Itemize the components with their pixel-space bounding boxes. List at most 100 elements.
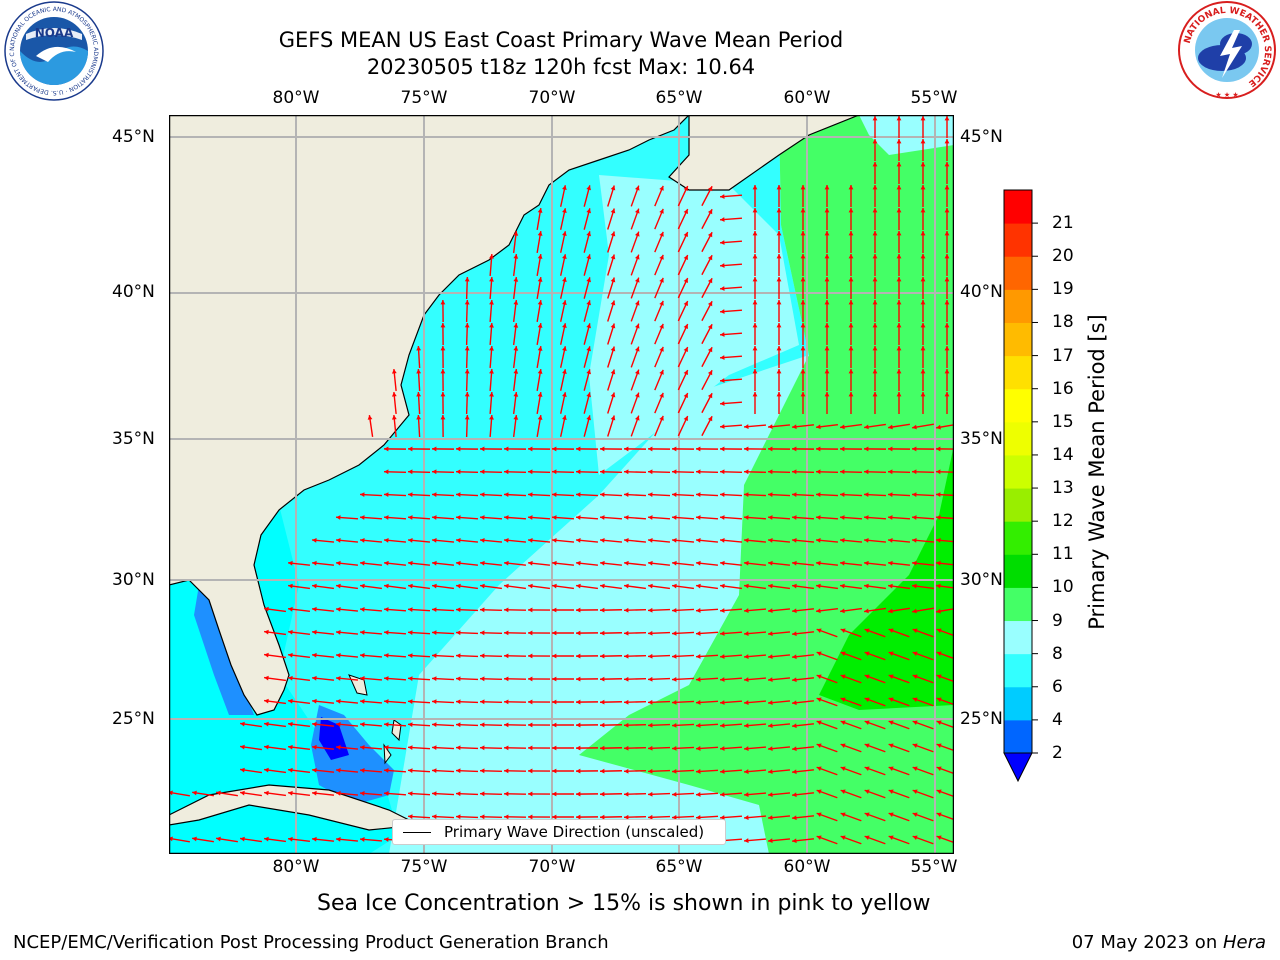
wave-direction-arrowhead	[432, 583, 437, 589]
wave-direction-arrowhead	[768, 469, 773, 475]
wave-direction-arrowhead	[696, 608, 701, 613]
wave-direction-arrowhead	[912, 446, 917, 452]
land-maritimes	[668, 115, 860, 191]
wave-direction-arrows	[169, 116, 954, 845]
wave-direction-arrowhead	[816, 560, 821, 566]
wave-direction-arrowhead	[672, 745, 677, 751]
wave-direction-arrowhead	[720, 769, 725, 774]
wave-direction-arrowhead	[792, 515, 797, 520]
wave-direction-arrowhead	[776, 323, 782, 328]
wave-direction-arrowhead	[648, 814, 653, 820]
wave-direction-arrowhead	[336, 560, 341, 566]
wave-direction-arrowhead	[537, 300, 543, 305]
wave-direction-arrowhead	[888, 835, 894, 840]
wave-direction-arrowhead	[912, 538, 917, 543]
colorbar-tick-label: 18	[1052, 312, 1074, 333]
map-legend: Primary Wave Direction (unscaled)	[392, 819, 726, 845]
wave-direction-arrowhead	[600, 722, 605, 728]
wave-direction-arrowhead	[264, 767, 269, 773]
wave-direction-arrowhead	[776, 346, 782, 351]
wave-direction-arrowhead	[752, 208, 758, 213]
wave-direction-arrowhead	[872, 231, 878, 236]
lat-label-left: 25°N	[112, 709, 155, 729]
wave-direction-arrowhead	[800, 277, 806, 282]
wave-direction-arrowhead	[624, 515, 629, 520]
wave-direction-arrowhead	[648, 560, 653, 566]
wave-direction-arrowhead	[576, 768, 581, 774]
wave-direction-arrowhead	[840, 583, 845, 589]
wave-direction-arrowhead	[600, 653, 605, 659]
lat-label-left: 40°N	[112, 282, 155, 302]
wave-direction-arrowhead	[264, 652, 269, 658]
noaa-logo-text: NOAA	[35, 26, 74, 40]
wave-direction-arrowhead	[552, 630, 557, 636]
wave-direction-arrowhead	[504, 722, 509, 728]
wave-direction-arrowhead	[792, 815, 797, 821]
wave-direction-arrowhead	[696, 469, 701, 475]
wave-direction-arrowhead	[720, 815, 725, 820]
wave-direction-arrowhead	[513, 254, 519, 259]
wave-direction-arrowhead	[872, 277, 878, 282]
wave-direction-arrowhead	[824, 300, 830, 305]
wave-direction-arrowhead	[648, 630, 653, 636]
wave-direction-arrowhead	[696, 677, 701, 682]
wave-direction-arrowhead	[944, 392, 950, 397]
wave-direction-arrowhead	[480, 515, 485, 520]
wave-direction-arrowhead	[489, 392, 494, 397]
wave-direction-arrowhead	[440, 300, 446, 305]
wave-direction-arrowhead	[683, 255, 688, 261]
wave-direction-arrowhead	[480, 469, 485, 475]
wave-direction-arrowhead	[672, 653, 677, 659]
wave-direction-arrowhead	[610, 231, 616, 237]
wave-direction-arrowhead	[360, 722, 365, 727]
wave-direction-arrowhead	[848, 254, 854, 259]
wave-direction-arrowhead	[562, 415, 567, 421]
wave-direction-arrowhead	[696, 746, 701, 751]
machine-name: Hera	[1222, 932, 1266, 953]
wave-direction-arrowhead	[624, 492, 629, 498]
wave-direction-arrowhead	[456, 676, 461, 682]
wave-direction-arrowhead	[944, 300, 950, 305]
wave-direction-arrowhead	[240, 767, 245, 773]
wave-direction-arrowhead	[864, 766, 870, 771]
wave-direction-arrowhead	[936, 538, 941, 543]
wave-direction-arrowhead	[696, 654, 701, 659]
wave-direction-arrowhead	[537, 323, 543, 328]
wave-direction-arrowhead	[872, 139, 878, 144]
wave-direction-arrowhead	[744, 560, 749, 566]
wave-direction-arrowhead	[312, 583, 317, 589]
wave-direction-arrowhead	[336, 767, 341, 773]
wave-direction-arrowhead	[744, 515, 749, 520]
wave-direction-arrowhead	[504, 492, 509, 498]
wave-direction-arrowhead	[936, 515, 941, 520]
wave-direction-arrowhead	[864, 743, 870, 748]
wave-direction-arrowhead	[528, 583, 533, 589]
wave-direction-arrowhead	[864, 469, 869, 475]
wave-direction-arrowhead	[888, 515, 893, 520]
wave-direction-arrowhead	[744, 538, 749, 543]
wave-direction-arrowhead	[720, 677, 725, 682]
wave-direction-arrowhead	[792, 631, 797, 637]
wave-direction-arrowhead	[912, 469, 917, 475]
wave-direction-arrowhead	[552, 699, 557, 705]
wave-direction-arrowhead	[752, 185, 758, 190]
wave-direction-arrowhead	[312, 560, 317, 566]
wave-direction-arrowhead	[864, 835, 870, 840]
wave-direction-arrowhead	[720, 332, 725, 337]
wave-direction-arrowhead	[840, 538, 845, 543]
wave-direction-arrowhead	[288, 698, 293, 704]
colorbar-segment	[1004, 620, 1032, 655]
wave-direction-arrowhead	[848, 300, 854, 305]
lat-label-right: 30°N	[960, 570, 1003, 590]
wave-direction-arrowhead	[872, 300, 878, 305]
wave-direction-arrowhead	[720, 792, 725, 797]
wave-direction-arrowhead	[936, 674, 942, 679]
wave-direction-arrowhead	[896, 254, 902, 259]
wave-direction-arrowhead	[888, 446, 893, 452]
wave-direction-arrowhead	[456, 446, 461, 452]
wave-direction-arrowhead	[537, 369, 543, 374]
wave-direction-arrowhead	[888, 628, 894, 633]
wave-direction-arrowhead	[384, 630, 389, 635]
wave-direction-arrowhead	[864, 628, 870, 633]
wave-direction-arrowhead	[864, 560, 869, 566]
